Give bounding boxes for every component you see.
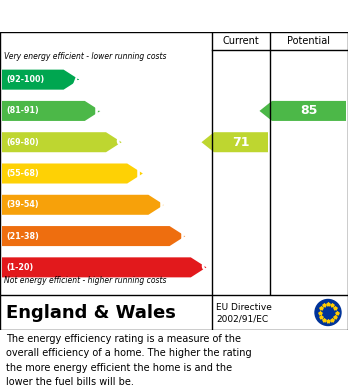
Text: Energy Efficiency Rating: Energy Efficiency Rating — [52, 9, 261, 23]
Text: F: F — [180, 229, 189, 243]
Text: (69-80): (69-80) — [6, 138, 39, 147]
Polygon shape — [2, 101, 101, 121]
Polygon shape — [201, 132, 268, 152]
Text: 2002/91/EC: 2002/91/EC — [216, 315, 268, 324]
Text: E: E — [158, 198, 168, 212]
Polygon shape — [260, 101, 346, 121]
Text: C: C — [116, 135, 126, 149]
Text: (55-68): (55-68) — [6, 169, 39, 178]
Text: Potential: Potential — [287, 36, 331, 46]
Text: EU Directive: EU Directive — [216, 303, 272, 312]
Text: G: G — [200, 260, 211, 274]
Text: (92-100): (92-100) — [6, 75, 44, 84]
Text: A: A — [73, 73, 84, 87]
Text: Very energy efficient - lower running costs: Very energy efficient - lower running co… — [4, 52, 166, 61]
Text: B: B — [94, 104, 105, 118]
Text: (21-38): (21-38) — [6, 231, 39, 240]
Text: (39-54): (39-54) — [6, 200, 39, 209]
Polygon shape — [2, 132, 122, 152]
Text: England & Wales: England & Wales — [6, 303, 176, 321]
Text: The energy efficiency rating is a measure of the
overall efficiency of a home. T: The energy efficiency rating is a measur… — [6, 334, 252, 387]
Text: (81-91): (81-91) — [6, 106, 39, 115]
Polygon shape — [2, 195, 164, 215]
Polygon shape — [2, 70, 79, 90]
Circle shape — [315, 300, 341, 325]
Text: 71: 71 — [232, 136, 250, 149]
Text: D: D — [136, 167, 148, 181]
Text: 85: 85 — [300, 104, 318, 117]
Polygon shape — [2, 163, 143, 183]
Polygon shape — [2, 257, 206, 277]
Text: (1-20): (1-20) — [6, 263, 33, 272]
Text: Not energy efficient - higher running costs: Not energy efficient - higher running co… — [4, 276, 166, 285]
Text: Current: Current — [223, 36, 259, 46]
Polygon shape — [2, 226, 185, 246]
